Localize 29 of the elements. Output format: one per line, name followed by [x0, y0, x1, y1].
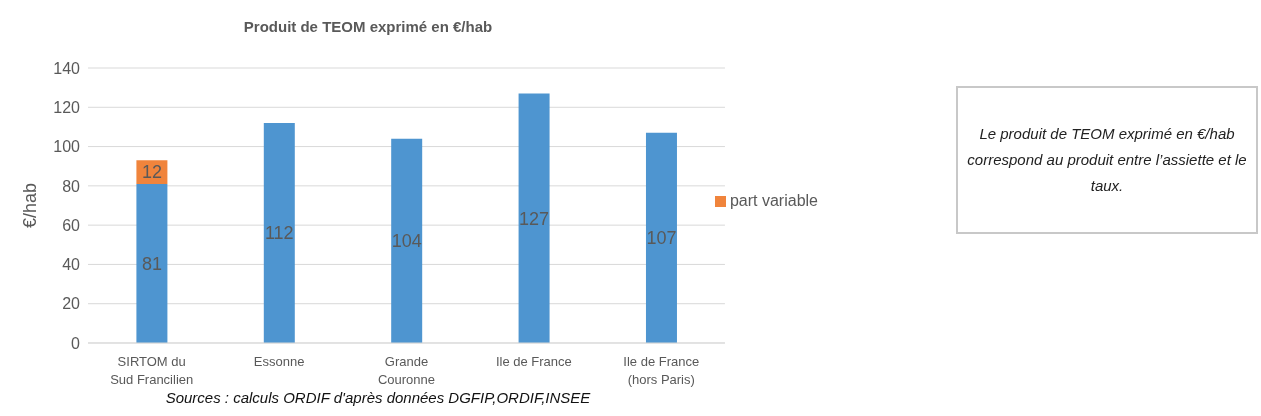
y-tick-label: 100	[53, 138, 81, 156]
data-label: 107	[646, 228, 677, 249]
bar	[518, 93, 550, 343]
data-label: 127	[519, 208, 550, 229]
y-tick-label: 20	[62, 295, 81, 313]
y-axis-title: €/hab	[20, 182, 41, 229]
data-label: 112	[264, 223, 294, 244]
y-tick-label: 40	[62, 256, 81, 274]
y-tick-label: 60	[62, 216, 81, 234]
data-label: 12	[141, 162, 162, 183]
chart-title: Produit de TEOM exprimé en €/hab	[242, 18, 494, 35]
x-tick-label: Ile de France	[495, 354, 572, 370]
data-label: 81	[141, 253, 162, 274]
bar	[136, 183, 168, 343]
y-tick-label: 120	[53, 98, 81, 116]
y-tick-label: 80	[62, 177, 81, 195]
data-label: 104	[391, 231, 422, 252]
y-tick-label: 140	[53, 59, 81, 77]
legend-label: part variable	[729, 191, 818, 209]
x-tick-label: Grande Couronne	[377, 354, 436, 388]
source-note: Sources : calculs ORDIF d'après données DGFIP,ORDIF,INSEE	[164, 389, 592, 406]
text: Le produit de TEOM exprimé en €/hab correspond au produit entre l’assiette et le taux.	[956, 86, 1258, 234]
x-tick-label: Ile de France (hors Paris)	[623, 354, 700, 388]
bar	[645, 132, 677, 343]
y-tick-label: 0	[71, 334, 81, 352]
x-tick-label: Essonne	[253, 354, 305, 370]
bar	[263, 123, 295, 343]
x-tick-label: SIRTOM du Sud Francilien	[110, 354, 194, 388]
bar	[391, 138, 423, 343]
